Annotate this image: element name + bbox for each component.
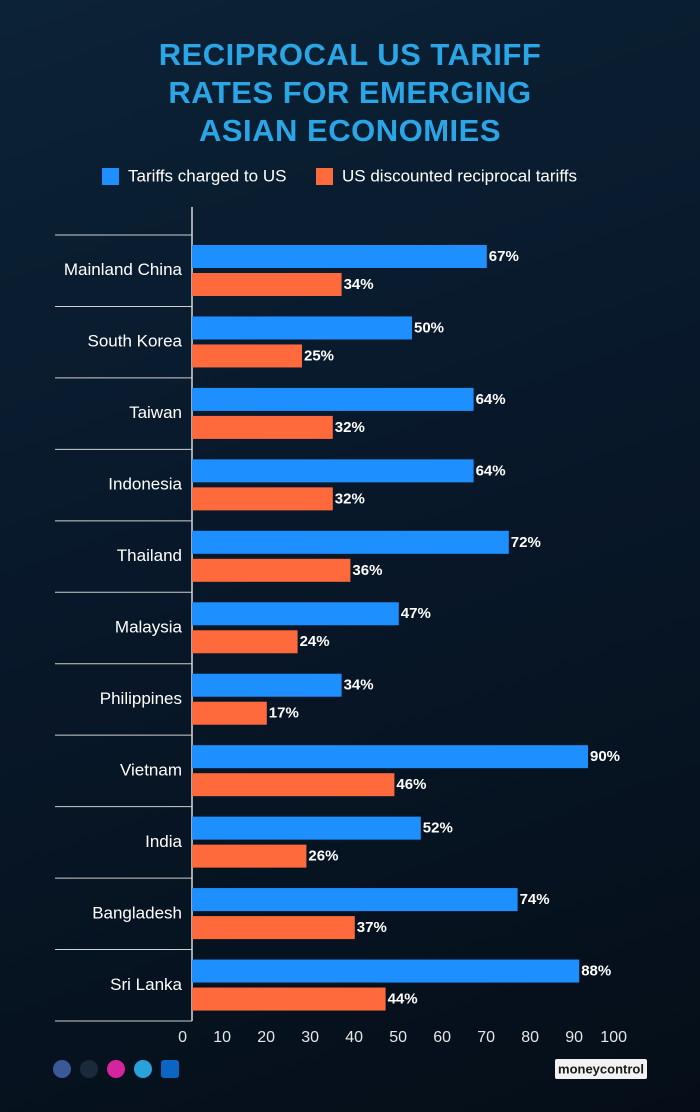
value-label: 47% bbox=[401, 605, 431, 622]
bar bbox=[192, 673, 342, 697]
x-tick-label: 10 bbox=[213, 1029, 231, 1046]
category-label: Philippines bbox=[100, 689, 182, 708]
x-tick-label: 60 bbox=[433, 1029, 451, 1046]
x-tick-label: 70 bbox=[477, 1029, 495, 1046]
brand-text: moneycontrol bbox=[558, 1061, 644, 1076]
value-label: 50% bbox=[414, 319, 444, 336]
bar bbox=[192, 387, 474, 411]
bar bbox=[192, 745, 588, 769]
bar bbox=[192, 487, 333, 511]
value-label: 44% bbox=[388, 991, 418, 1008]
value-label: 37% bbox=[357, 919, 387, 936]
bar bbox=[192, 959, 580, 983]
value-label: 67% bbox=[489, 248, 519, 265]
value-label: 26% bbox=[308, 848, 338, 865]
bar bbox=[192, 415, 333, 439]
value-label: 90% bbox=[590, 748, 620, 765]
bar bbox=[192, 701, 267, 725]
value-label: 72% bbox=[511, 534, 541, 551]
category-label: Indonesia bbox=[108, 475, 182, 494]
x-tick-label: 20 bbox=[257, 1029, 275, 1046]
legend-swatch bbox=[316, 168, 333, 185]
bar bbox=[192, 987, 386, 1011]
value-label: 64% bbox=[476, 462, 506, 479]
value-label: 24% bbox=[300, 633, 330, 650]
bar bbox=[192, 530, 509, 554]
bar bbox=[192, 888, 518, 912]
category-label: South Korea bbox=[87, 332, 182, 351]
legend-swatch bbox=[102, 168, 119, 185]
category-label: Thailand bbox=[117, 546, 182, 565]
bar bbox=[192, 630, 298, 654]
social-icon bbox=[53, 1060, 71, 1078]
legend-label: Tariffs charged to US bbox=[128, 166, 286, 185]
category-label: Mainland China bbox=[64, 260, 183, 279]
category-label: Taiwan bbox=[129, 403, 182, 422]
x-tick-label: 90 bbox=[565, 1029, 583, 1046]
bar bbox=[192, 245, 487, 268]
x-tick-label: 80 bbox=[521, 1029, 539, 1046]
value-label: 32% bbox=[335, 419, 365, 436]
bar bbox=[192, 773, 395, 797]
value-label: 64% bbox=[476, 391, 506, 408]
value-label: 74% bbox=[520, 891, 550, 908]
category-label: Vietnam bbox=[120, 760, 182, 779]
brand-badge bbox=[555, 1059, 647, 1079]
bar bbox=[192, 916, 355, 940]
x-tick-label: 40 bbox=[345, 1029, 363, 1046]
social-icon bbox=[161, 1060, 179, 1078]
x-tick-label: 0 bbox=[178, 1029, 187, 1046]
category-label: Bangladesh bbox=[92, 903, 182, 922]
value-label: 34% bbox=[344, 276, 374, 293]
bar bbox=[192, 344, 302, 368]
bar bbox=[192, 844, 307, 868]
social-icon bbox=[80, 1060, 98, 1078]
x-tick-label: 30 bbox=[301, 1029, 319, 1046]
value-label: 36% bbox=[352, 562, 382, 579]
bar bbox=[192, 273, 342, 296]
bar bbox=[192, 316, 412, 340]
value-label: 46% bbox=[396, 776, 426, 793]
value-label: 17% bbox=[269, 705, 299, 722]
bar bbox=[192, 459, 474, 483]
social-icon bbox=[107, 1060, 125, 1078]
value-label: 52% bbox=[423, 820, 453, 837]
category-label: Malaysia bbox=[115, 617, 183, 636]
x-tick-label: 50 bbox=[389, 1029, 407, 1046]
bar bbox=[192, 558, 351, 582]
value-label: 32% bbox=[335, 490, 365, 507]
chart-title: RECIPROCAL US TARIFF RATES FOR EMERGING … bbox=[158, 37, 542, 148]
value-label: 88% bbox=[581, 963, 611, 980]
category-label: Sri Lanka bbox=[110, 975, 182, 994]
legend-label: US discounted reciprocal tariffs bbox=[342, 166, 577, 185]
value-label: 34% bbox=[344, 677, 374, 694]
x-tick-label: 100 bbox=[600, 1029, 627, 1046]
social-icon bbox=[134, 1060, 152, 1078]
category-label: India bbox=[145, 832, 182, 851]
bar bbox=[192, 602, 399, 626]
bar bbox=[192, 816, 421, 840]
value-label: 25% bbox=[304, 347, 334, 364]
